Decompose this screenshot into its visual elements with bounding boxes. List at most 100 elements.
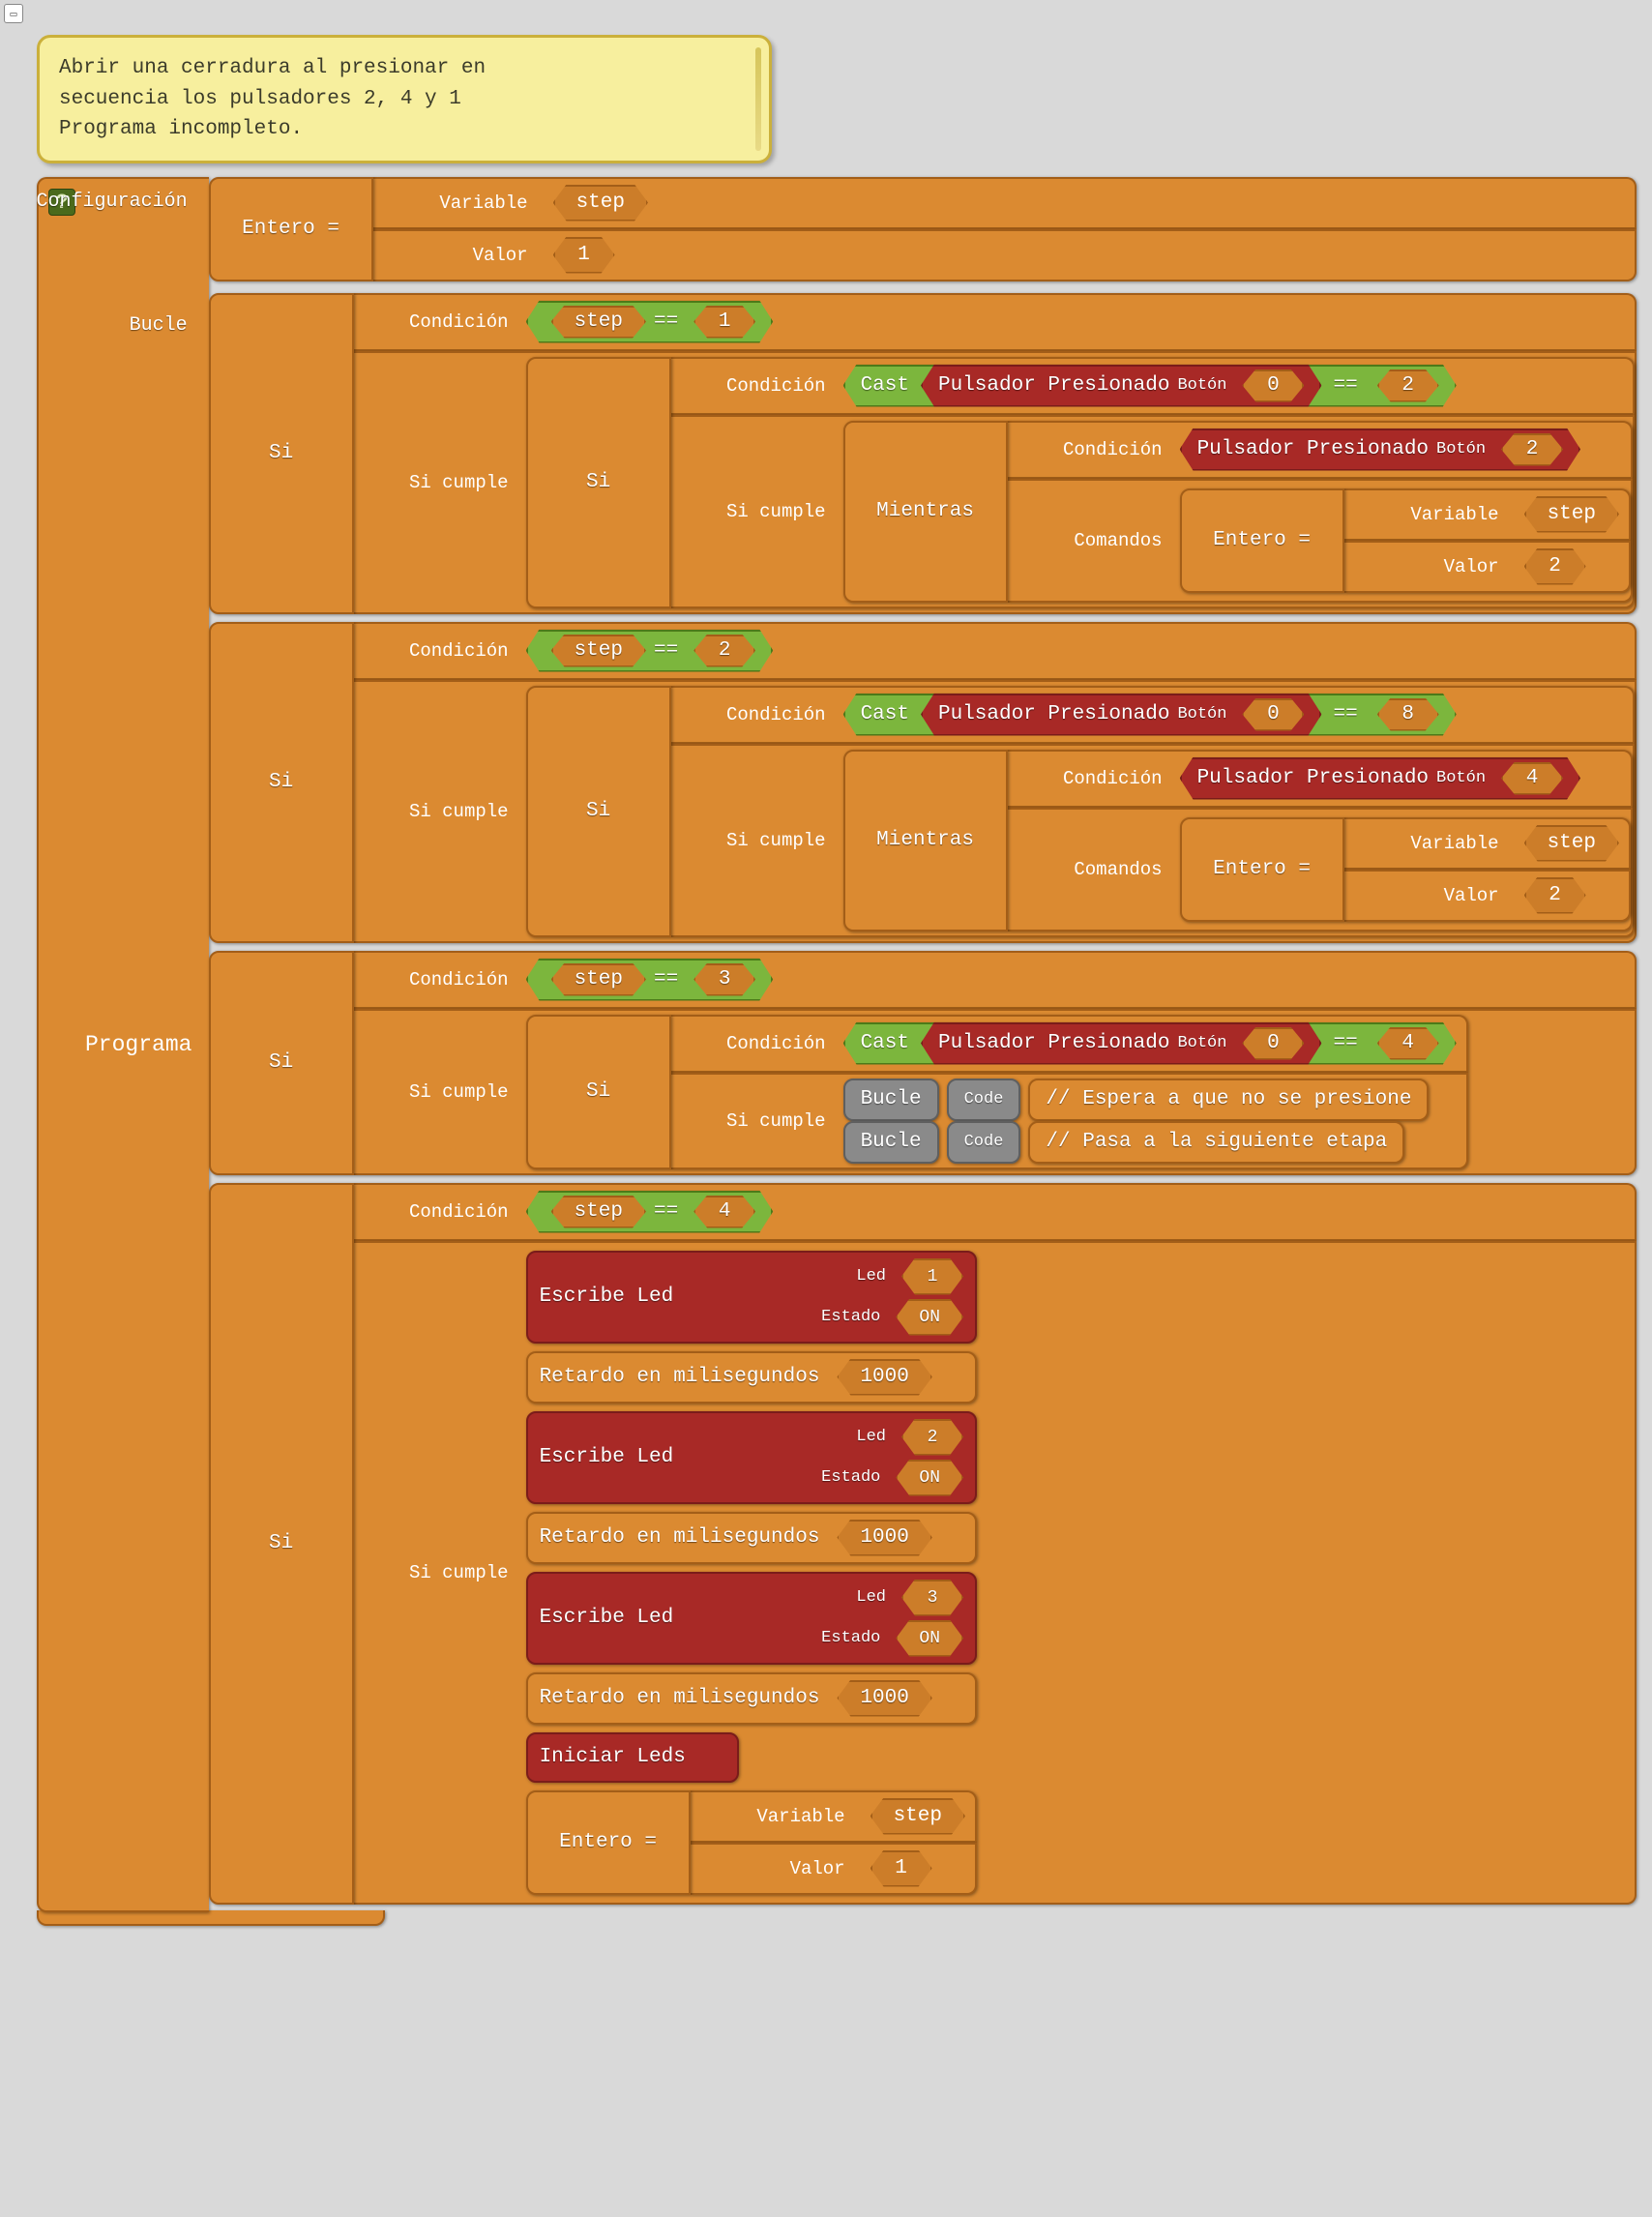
value-slot[interactable]: 2 bbox=[1524, 877, 1586, 914]
value-slot[interactable]: 1 bbox=[693, 306, 755, 339]
label-pulsador: Pulsador Presionado bbox=[938, 703, 1169, 725]
escribe-led-block[interactable]: Escribe LedLed1EstadoON bbox=[526, 1251, 977, 1344]
cast-expression[interactable]: CastPulsador PresionadoBotón0==8 bbox=[843, 694, 1457, 736]
value-slot[interactable]: 1000 bbox=[837, 1520, 931, 1556]
mientras-block[interactable]: MientrasCondiciónPulsador PresionadoBotó… bbox=[843, 421, 1633, 603]
label-escribe-led: Escribe Led bbox=[540, 1607, 674, 1629]
note-line: Programa incompleto. bbox=[59, 114, 750, 145]
value-slot[interactable]: step bbox=[551, 306, 646, 339]
stub-bucle[interactable]: Bucle bbox=[843, 1121, 939, 1164]
window-icon: ▭ bbox=[4, 4, 23, 23]
value-slot[interactable]: 4 bbox=[1377, 1027, 1439, 1060]
entero-block[interactable]: Entero =VariablestepValor2 bbox=[1180, 817, 1631, 922]
label-entero: Entero = bbox=[242, 218, 339, 240]
value-slot[interactable]: ON bbox=[896, 1299, 963, 1336]
row-label: Comandos bbox=[1008, 859, 1172, 880]
value-slot[interactable]: 0 bbox=[1242, 1027, 1304, 1060]
si-block[interactable]: SiCondiciónstep==2Si cumpleSiCondiciónCa… bbox=[209, 622, 1637, 943]
value-slot[interactable]: ON bbox=[896, 1460, 963, 1496]
eq-expression[interactable]: step==4 bbox=[526, 1191, 774, 1233]
cast-expression[interactable]: CastPulsador PresionadoBotón0==4 bbox=[843, 1022, 1457, 1065]
value-slot[interactable]: 2 bbox=[1501, 433, 1563, 466]
pulsador-block[interactable]: Pulsador PresionadoBotón0 bbox=[921, 694, 1321, 736]
comment-text[interactable]: // Pasa a la siguiente etapa bbox=[1028, 1121, 1404, 1164]
value-slot[interactable]: 2 bbox=[901, 1419, 963, 1456]
value-slot[interactable]: step bbox=[870, 1798, 965, 1835]
spine-label: Si bbox=[209, 622, 354, 943]
spine-label: Si bbox=[209, 293, 354, 614]
retardo-block[interactable]: Retardo en milisegundos1000 bbox=[526, 1512, 977, 1564]
label-estado: Estado bbox=[821, 1308, 880, 1326]
stub-code[interactable]: Code bbox=[947, 1079, 1021, 1121]
value-slot[interactable]: 1000 bbox=[837, 1680, 931, 1717]
value-slot[interactable]: 1 bbox=[901, 1258, 963, 1295]
pulsador-block[interactable]: Pulsador PresionadoBotón0 bbox=[921, 365, 1321, 407]
value-slot[interactable]: 2 bbox=[1524, 548, 1586, 585]
value-slot[interactable]: 8 bbox=[1377, 698, 1439, 731]
value-slot[interactable]: 4 bbox=[1501, 762, 1563, 795]
iniciar-leds-block[interactable]: Iniciar Leds bbox=[526, 1732, 739, 1783]
si-block[interactable]: SiCondiciónCastPulsador PresionadoBotón0… bbox=[526, 686, 1635, 937]
label-cast: Cast bbox=[861, 1032, 909, 1054]
si-block[interactable]: SiCondiciónCastPulsador PresionadoBotón0… bbox=[526, 1015, 1468, 1169]
value-slot[interactable]: step bbox=[551, 1196, 646, 1228]
value-slot[interactable]: 3 bbox=[693, 963, 755, 996]
stub-bucle[interactable]: Bucle bbox=[843, 1079, 939, 1121]
si-block[interactable]: SiCondiciónCastPulsador PresionadoBotón0… bbox=[526, 357, 1635, 608]
row-label: Si cumple bbox=[354, 472, 518, 493]
row-label: Comandos bbox=[1008, 530, 1172, 551]
label-configuracion: Configuración bbox=[37, 191, 188, 213]
value-slot[interactable]: 3 bbox=[901, 1580, 963, 1616]
entero-block[interactable]: Entero =VariablestepValor2 bbox=[1180, 488, 1631, 593]
slot-variable[interactable]: step bbox=[553, 185, 648, 222]
pulsador-block[interactable]: Pulsador PresionadoBotón2 bbox=[1180, 429, 1580, 471]
block-canvas[interactable]: Abrir una cerradura al presionar en secu… bbox=[15, 35, 1637, 1926]
pulsador-block[interactable]: Pulsador PresionadoBotón4 bbox=[1180, 757, 1580, 800]
label-escribe-led: Escribe Led bbox=[540, 1286, 674, 1308]
programa-footer bbox=[37, 1910, 385, 1926]
value-slot[interactable]: 1000 bbox=[837, 1359, 931, 1396]
value-slot[interactable]: step bbox=[1524, 496, 1619, 533]
programa-block[interactable]: ? Configuración Bucle Programa Entero = … bbox=[37, 177, 1637, 1912]
si-block[interactable]: SiCondiciónstep==1Si cumpleSiCondiciónCa… bbox=[209, 293, 1637, 614]
label-retardo: Retardo en milisegundos bbox=[540, 1687, 820, 1709]
label-estado: Estado bbox=[821, 1629, 880, 1647]
stub-code[interactable]: Code bbox=[947, 1121, 1021, 1164]
config-section[interactable]: Entero = Variable step Valor 1 bbox=[209, 177, 1637, 281]
entero-block[interactable]: Entero =VariablestepValor1 bbox=[526, 1790, 977, 1895]
eq-expression[interactable]: step==3 bbox=[526, 959, 774, 1001]
row-label: Si cumple bbox=[671, 830, 836, 851]
spine-label: Mientras bbox=[843, 421, 1008, 603]
bucle-section[interactable]: SiCondiciónstep==1Si cumpleSiCondiciónCa… bbox=[209, 285, 1637, 1912]
value-slot[interactable]: 0 bbox=[1242, 698, 1304, 731]
slot-valor[interactable]: 1 bbox=[553, 237, 615, 274]
value-slot[interactable]: 1 bbox=[870, 1850, 932, 1887]
cast-expression[interactable]: CastPulsador PresionadoBotón0==2 bbox=[843, 365, 1457, 407]
mientras-block[interactable]: MientrasCondiciónPulsador PresionadoBotó… bbox=[843, 750, 1633, 931]
comment-note[interactable]: Abrir una cerradura al presionar en secu… bbox=[37, 35, 772, 163]
value-slot[interactable]: 0 bbox=[1242, 370, 1304, 402]
value-slot[interactable]: ON bbox=[896, 1620, 963, 1657]
eq-expression[interactable]: step==1 bbox=[526, 301, 774, 343]
escribe-led-block[interactable]: Escribe LedLed2EstadoON bbox=[526, 1411, 977, 1504]
escribe-led-block[interactable]: Escribe LedLed3EstadoON bbox=[526, 1572, 977, 1665]
retardo-block[interactable]: Retardo en milisegundos 1000 bbox=[526, 1672, 977, 1725]
value-slot[interactable]: step bbox=[551, 635, 646, 667]
label-pulsador: Pulsador Presionado bbox=[938, 1032, 1169, 1054]
si-block[interactable]: SiCondiciónstep==4Si cumpleEscribe LedLe… bbox=[209, 1183, 1637, 1905]
value-slot[interactable]: 2 bbox=[1377, 370, 1439, 402]
value-slot[interactable]: 2 bbox=[693, 635, 755, 667]
label-variable: Variable bbox=[691, 1806, 855, 1827]
label-boton: Botón bbox=[1177, 376, 1226, 395]
value-slot[interactable]: step bbox=[551, 963, 646, 996]
eq-expression[interactable]: step==2 bbox=[526, 630, 774, 672]
retardo-block[interactable]: Retardo en milisegundos1000 bbox=[526, 1351, 977, 1404]
si-block[interactable]: SiCondiciónstep==3Si cumpleSiCondiciónCa… bbox=[209, 951, 1637, 1175]
spine-label: Si bbox=[526, 686, 671, 937]
row-label: Condición bbox=[671, 1033, 836, 1054]
value-slot[interactable]: 4 bbox=[693, 1196, 755, 1228]
label-cast: Cast bbox=[861, 703, 909, 725]
comment-text[interactable]: // Espera a que no se presione bbox=[1028, 1079, 1429, 1121]
pulsador-block[interactable]: Pulsador PresionadoBotón0 bbox=[921, 1022, 1321, 1065]
value-slot[interactable]: step bbox=[1524, 825, 1619, 862]
